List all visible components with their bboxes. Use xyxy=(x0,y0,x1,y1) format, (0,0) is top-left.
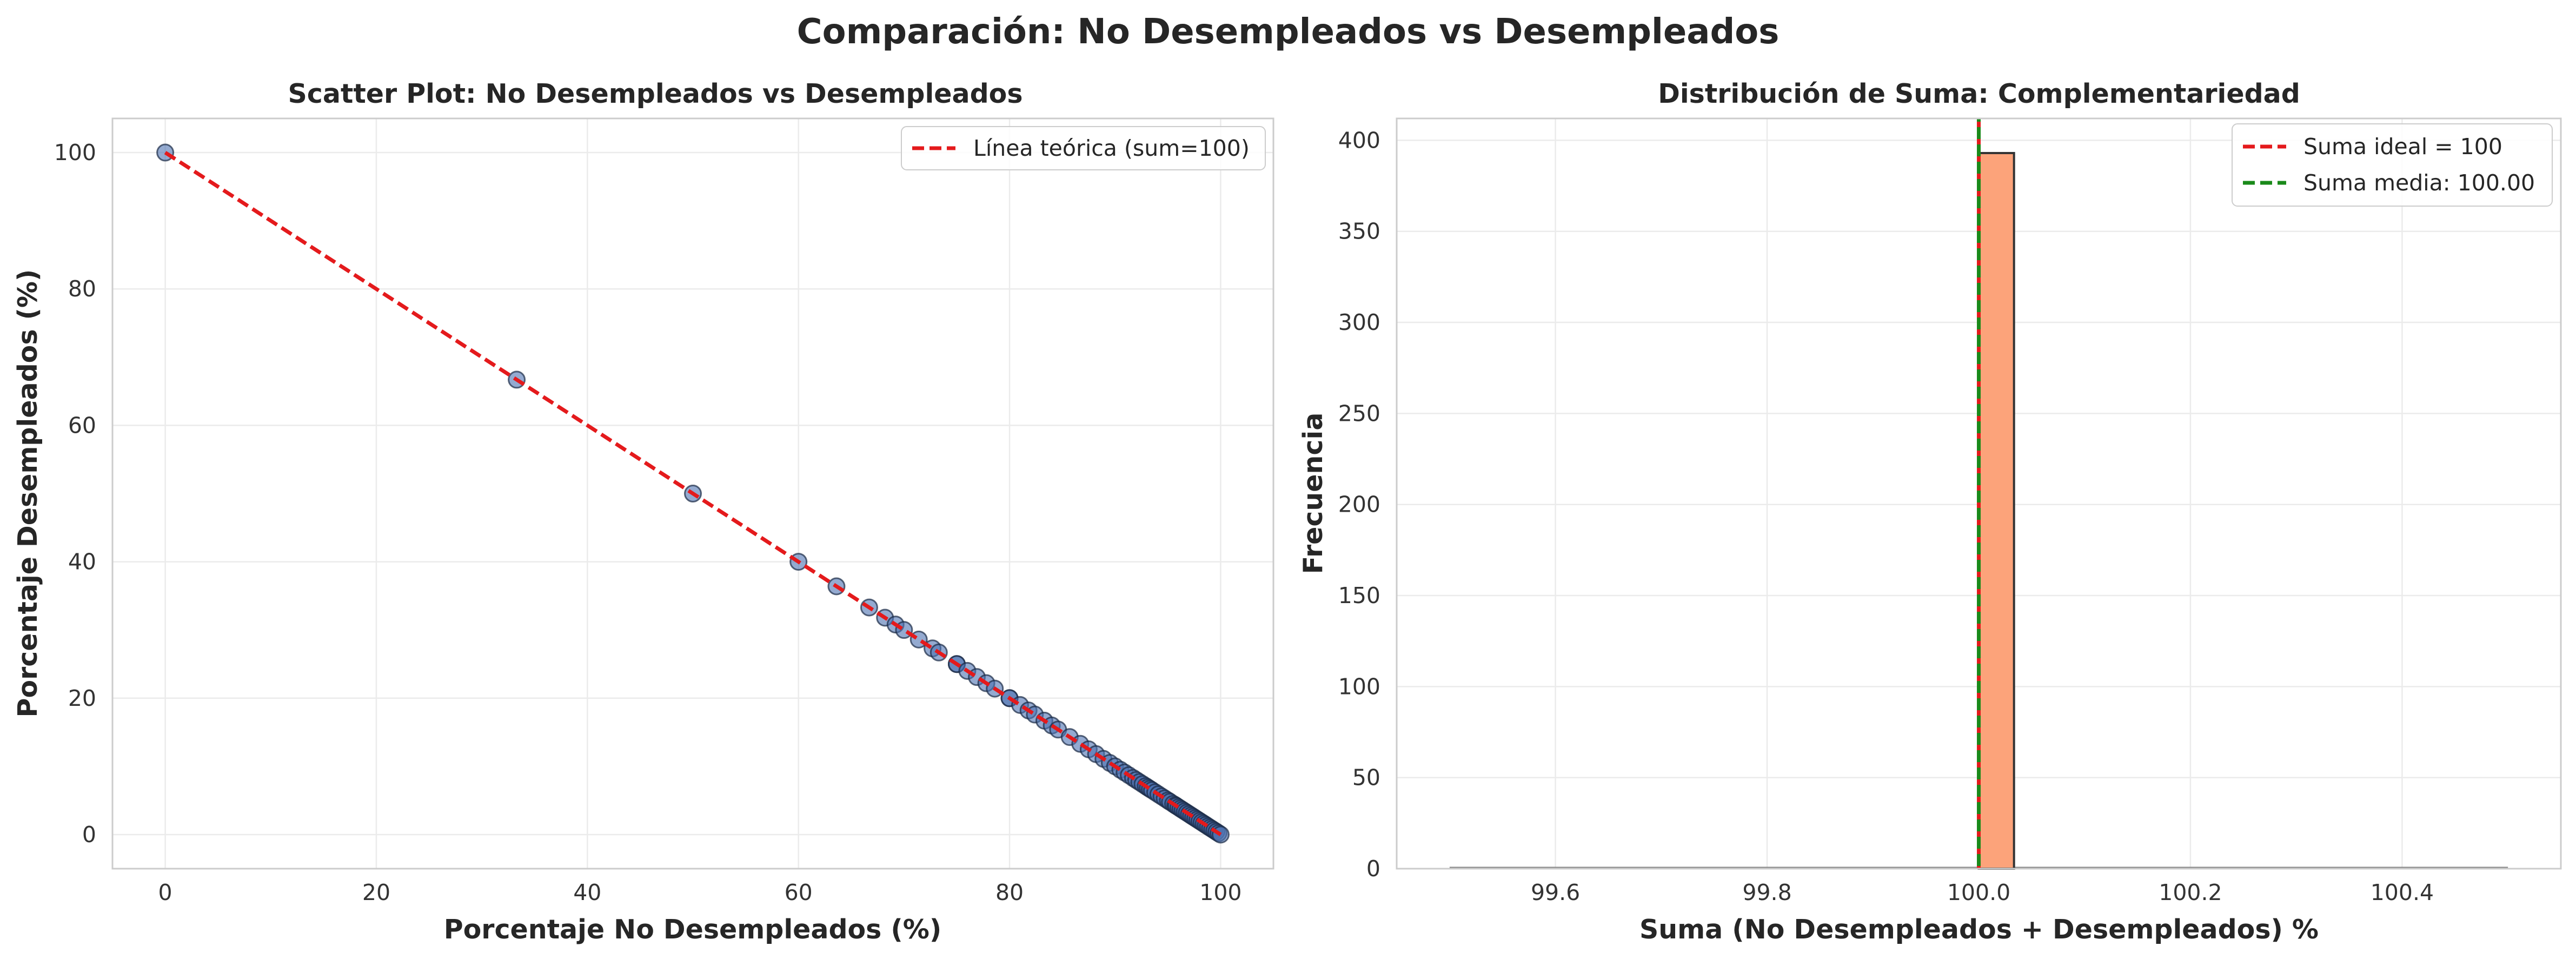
histogram-x-tick-label: 100.4 xyxy=(2371,879,2434,905)
histogram-y-tick-label: 200 xyxy=(1338,492,1380,518)
figure-title: Comparación: No Desempleados vs Desemple… xyxy=(797,12,1780,52)
histogram-y-tick-label: 50 xyxy=(1352,765,1380,791)
histogram-x-tick-label: 99.6 xyxy=(1531,879,1580,905)
theoretical-line xyxy=(164,151,1222,836)
histogram-y-tick-label: 400 xyxy=(1338,127,1380,153)
histogram-y-tick-label: 150 xyxy=(1338,583,1380,609)
histogram-y-tick-label: 100 xyxy=(1338,673,1380,699)
histogram-bar xyxy=(1977,151,2015,870)
scatter-x-tick-label: 40 xyxy=(573,879,601,905)
scatter-y-tick-label: 20 xyxy=(68,685,96,711)
scatter-points-layer xyxy=(156,143,1230,844)
histogram-panel: Distribución de Suma: Complementariedad … xyxy=(1298,78,2562,945)
scatter-grid xyxy=(112,118,1273,869)
scatter-y-tick-label: 80 xyxy=(68,276,96,302)
scatter-panel: Scatter Plot: No Desempleados vs Desempl… xyxy=(12,78,1274,945)
scatter-y-tick-label: 40 xyxy=(68,549,96,575)
scatter-x-tick-label: 100 xyxy=(1199,879,1241,905)
scatter-x-tick-label: 20 xyxy=(362,879,390,905)
scatter-legend-line-label: Línea teórica (sum=100) xyxy=(973,135,1250,161)
histogram-x-tick-label: 100.0 xyxy=(1947,879,2010,905)
histogram-legend-box xyxy=(2232,123,2553,207)
histogram-y-tick-label: 0 xyxy=(1366,856,1380,882)
scatter-title: Scatter Plot: No Desempleados vs Desempl… xyxy=(288,78,1023,109)
scatter-x-tick-label: 80 xyxy=(995,879,1024,905)
scatter-x-axis-label: Porcentaje No Desempleados (%) xyxy=(444,914,942,945)
histogram-x-axis-label: Suma (No Desempleados + Desempleados) % xyxy=(1639,914,2319,945)
scatter-legend-box xyxy=(901,126,1266,170)
scatter-y-tick-label: 0 xyxy=(82,822,96,848)
scatter-y-tick-label: 100 xyxy=(54,140,96,166)
histogram-legend-mean-label: Suma media: 100.00 xyxy=(2303,170,2535,196)
scatter-y-axis-label: Porcentaje Desempleados (%) xyxy=(12,269,43,718)
scatter-y-tick-label: 60 xyxy=(68,412,96,438)
histogram-title: Distribución de Suma: Complementariedad xyxy=(1658,78,2300,109)
histogram-x-tick-label: 100.2 xyxy=(2159,879,2222,905)
histogram-y-tick-label: 250 xyxy=(1338,400,1380,426)
histogram-y-ticks: 0 50 100 150 200 250 300 350 400 xyxy=(1338,127,1380,882)
histogram-y-axis-label: Frecuencia xyxy=(1298,413,1329,574)
histogram-frame xyxy=(1396,117,2562,870)
scatter-y-ticks: 0 20 40 60 80 100 xyxy=(54,140,96,848)
histogram-legend-ideal-label: Suma ideal = 100 xyxy=(2303,134,2502,160)
histogram-y-tick-label: 350 xyxy=(1338,219,1380,244)
histogram-x-tick-label: 99.8 xyxy=(1742,879,1791,905)
scatter-x-tick-label: 60 xyxy=(785,879,813,905)
histogram-legend: Suma ideal = 100 Suma media: 100.00 xyxy=(2232,123,2553,207)
scatter-x-tick-label: 0 xyxy=(158,879,172,905)
histogram-y-tick-label: 300 xyxy=(1338,309,1380,335)
scatter-frame xyxy=(111,117,1274,870)
histogram-x-ticks: 99.6 99.8 100.0 100.2 100.4 xyxy=(1531,879,2434,905)
scatter-legend: Línea teórica (sum=100) xyxy=(901,126,1266,170)
scatter-x-ticks: 0 20 40 60 80 100 xyxy=(158,879,1242,905)
